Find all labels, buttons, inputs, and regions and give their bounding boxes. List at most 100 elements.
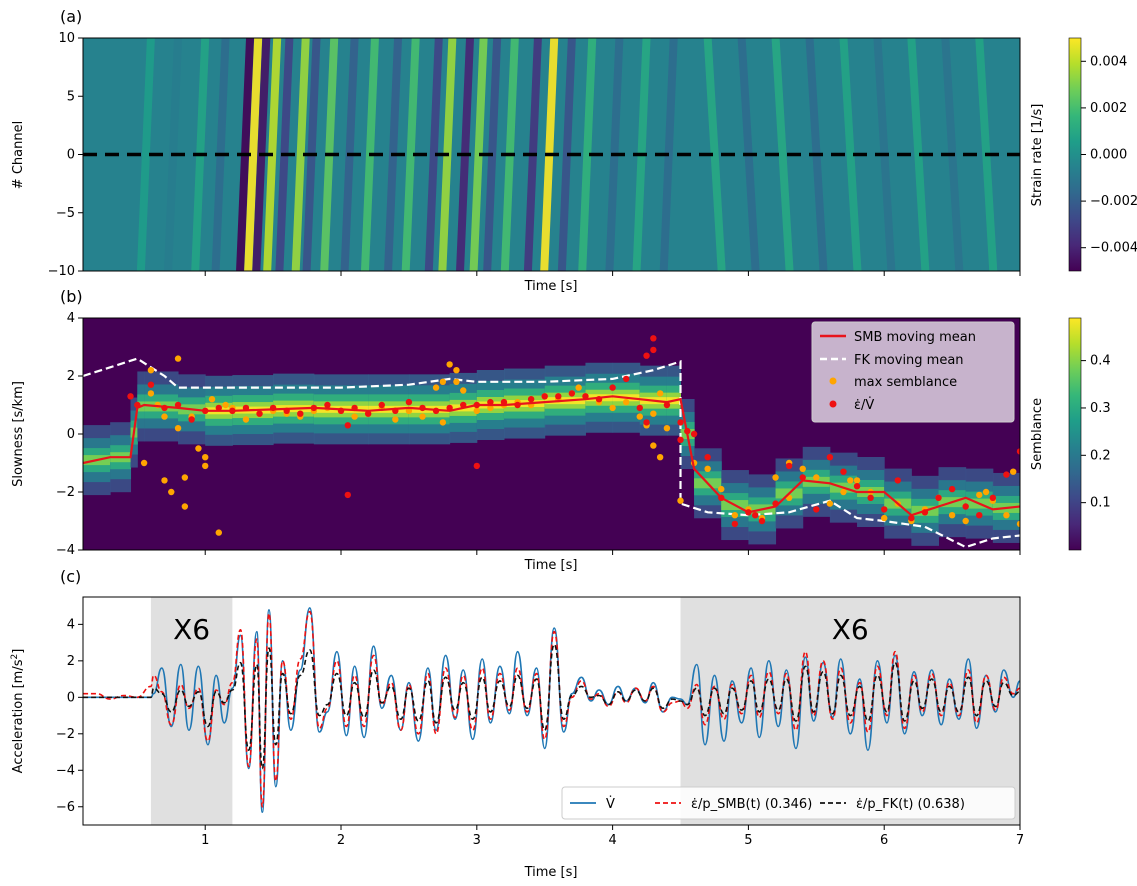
legend-eps-ratio-swatch: [829, 400, 837, 408]
max-semblance-point: [853, 477, 861, 484]
legend-max-semblance-label: max semblance: [854, 375, 957, 390]
eps-ratio-point: [751, 512, 759, 519]
panel-b-y-ticks: 4 2 0 −2 −4: [56, 311, 83, 558]
max-semblance-point: [982, 488, 990, 496]
max-semblance-point: [202, 454, 209, 461]
legend-fk-label: FK moving mean: [854, 353, 964, 368]
eps-ratio-point: [650, 335, 657, 342]
eps-ratio-point: [962, 503, 969, 510]
eps-ratio-point: [541, 393, 548, 400]
max-semblance-point: [392, 416, 399, 423]
eps-ratio-point: [636, 404, 643, 412]
panel-b-y-tick-label: −4: [56, 543, 75, 558]
eps-ratio-point: [609, 384, 616, 391]
max-semblance-point: [813, 474, 820, 481]
strain-stripe: [469, 38, 488, 271]
panel-a-heatmap: [83, 38, 1020, 271]
max-semblance-point: [656, 454, 664, 461]
strain-stripe: [907, 38, 930, 271]
eps-ratio-point: [269, 404, 277, 412]
panel-b-label: (b): [60, 287, 83, 306]
eps-ratio-point: [785, 462, 793, 470]
max-semblance-point: [976, 491, 983, 499]
colorbar-b: [1069, 318, 1081, 550]
max-semblance-point: [405, 407, 413, 414]
eps-ratio-point: [242, 404, 250, 412]
max-semblance-point: [1003, 512, 1010, 519]
max-semblance-point: [439, 378, 447, 385]
eps-ratio-point: [161, 404, 168, 412]
eps-ratio-point: [364, 410, 372, 417]
eps-ratio-point: [643, 352, 650, 359]
eps-ratio-point: [297, 410, 304, 417]
max-semblance-point: [161, 477, 168, 484]
max-semblance-point: [351, 413, 358, 420]
max-semblance-point: [487, 404, 494, 412]
eps-ratio-point: [215, 404, 222, 412]
eps-ratio-point: [473, 462, 481, 470]
panel-c-x-tick-label: 7: [1016, 833, 1024, 848]
panel-a-x-ticks: [204, 271, 1021, 276]
legend-fk-ratio-label: ε̇/p_FK(t) (0.638): [856, 797, 965, 812]
eps-ratio-point: [310, 404, 318, 412]
shaded-region-label: X6: [173, 613, 210, 646]
max-semblance-point: [215, 529, 222, 536]
eps-ratio-point: [487, 398, 494, 406]
max-semblance-point: [704, 465, 711, 472]
panel-a-xlabel: Time [s]: [524, 279, 578, 294]
max-semblance-point: [1016, 520, 1020, 528]
panel-a-y-tick-label: 5: [67, 89, 75, 104]
strain-stripe: [136, 38, 155, 271]
eps-ratio-point: [622, 375, 630, 383]
panel-c-y-tick-label: −2: [56, 727, 75, 742]
max-semblance-point: [222, 401, 229, 409]
panel-c-x-tick-label: 3: [473, 833, 481, 848]
eps-ratio-point: [344, 422, 352, 429]
panel-c-ylabel: Acceleration [m/s2]: [10, 649, 26, 774]
panel-b-y-tick-label: 4: [67, 311, 75, 326]
colorbar-b-tick-label: 0.3: [1090, 401, 1111, 416]
max-semblance-point: [473, 407, 481, 414]
max-semblance-point: [432, 384, 440, 391]
eps-ratio-point: [840, 468, 847, 475]
colorbar-a-label: Strain rate [1/s]: [1030, 104, 1045, 207]
legend-vdot-label: V̇: [606, 797, 615, 812]
eps-ratio-point: [432, 407, 440, 414]
eps-ratio-point: [704, 454, 711, 461]
eps-ratio-point: [799, 474, 806, 481]
vdot-trace: [83, 607, 1020, 814]
eps-ratio-point: [758, 517, 766, 525]
panel-b-x-ticks: [204, 550, 1021, 555]
max-semblance-point: [881, 514, 888, 522]
panel-b-legend-box: [811, 321, 1015, 423]
strain-stripe: [401, 38, 420, 271]
eps-ratio-point: [419, 404, 426, 412]
eps-ratio-point: [663, 401, 671, 409]
max-semblance-point: [731, 512, 739, 519]
eps-ratio-point: [344, 491, 352, 499]
fk-moving-mean-line: [83, 357, 1020, 549]
panel-c-y-tick-label: −6: [56, 800, 75, 815]
max-semblance-point: [840, 488, 847, 496]
max-semblance-point: [446, 361, 453, 368]
max-semblance-point: [460, 387, 467, 394]
eps-ratio-point: [976, 512, 983, 519]
legend-smb-ratio-label: ε̇/p_SMB(t) (0.346): [691, 797, 812, 812]
eps-ratio-point: [853, 483, 861, 490]
strain-stripe: [244, 38, 263, 271]
eps-ratio-point: [473, 401, 481, 409]
colorbar-a-tick-label: 0.000: [1090, 148, 1127, 163]
eps-ratio-point: [772, 500, 779, 507]
eps-ratio-point: [229, 407, 236, 414]
panel-a-y-tick-label: 0: [67, 148, 75, 163]
panel-a-y-tick-label: −10: [48, 264, 75, 279]
panel-c-y-tick-label: 4: [67, 617, 75, 632]
panel-b-legend: SMB moving mean FK moving mean max sembl…: [811, 321, 1015, 423]
eps-ratio-point: [908, 514, 915, 522]
panel-a-ylabel: # Channel: [11, 121, 26, 189]
panel-c-x-ticks: 1 2 3 4 5 6 7: [201, 825, 1024, 848]
eps-ratio-point: [351, 404, 358, 412]
colorbar-b-tick-label: 0.2: [1090, 448, 1111, 463]
max-semblance-point: [609, 404, 616, 412]
max-semblance-point: [847, 477, 854, 484]
